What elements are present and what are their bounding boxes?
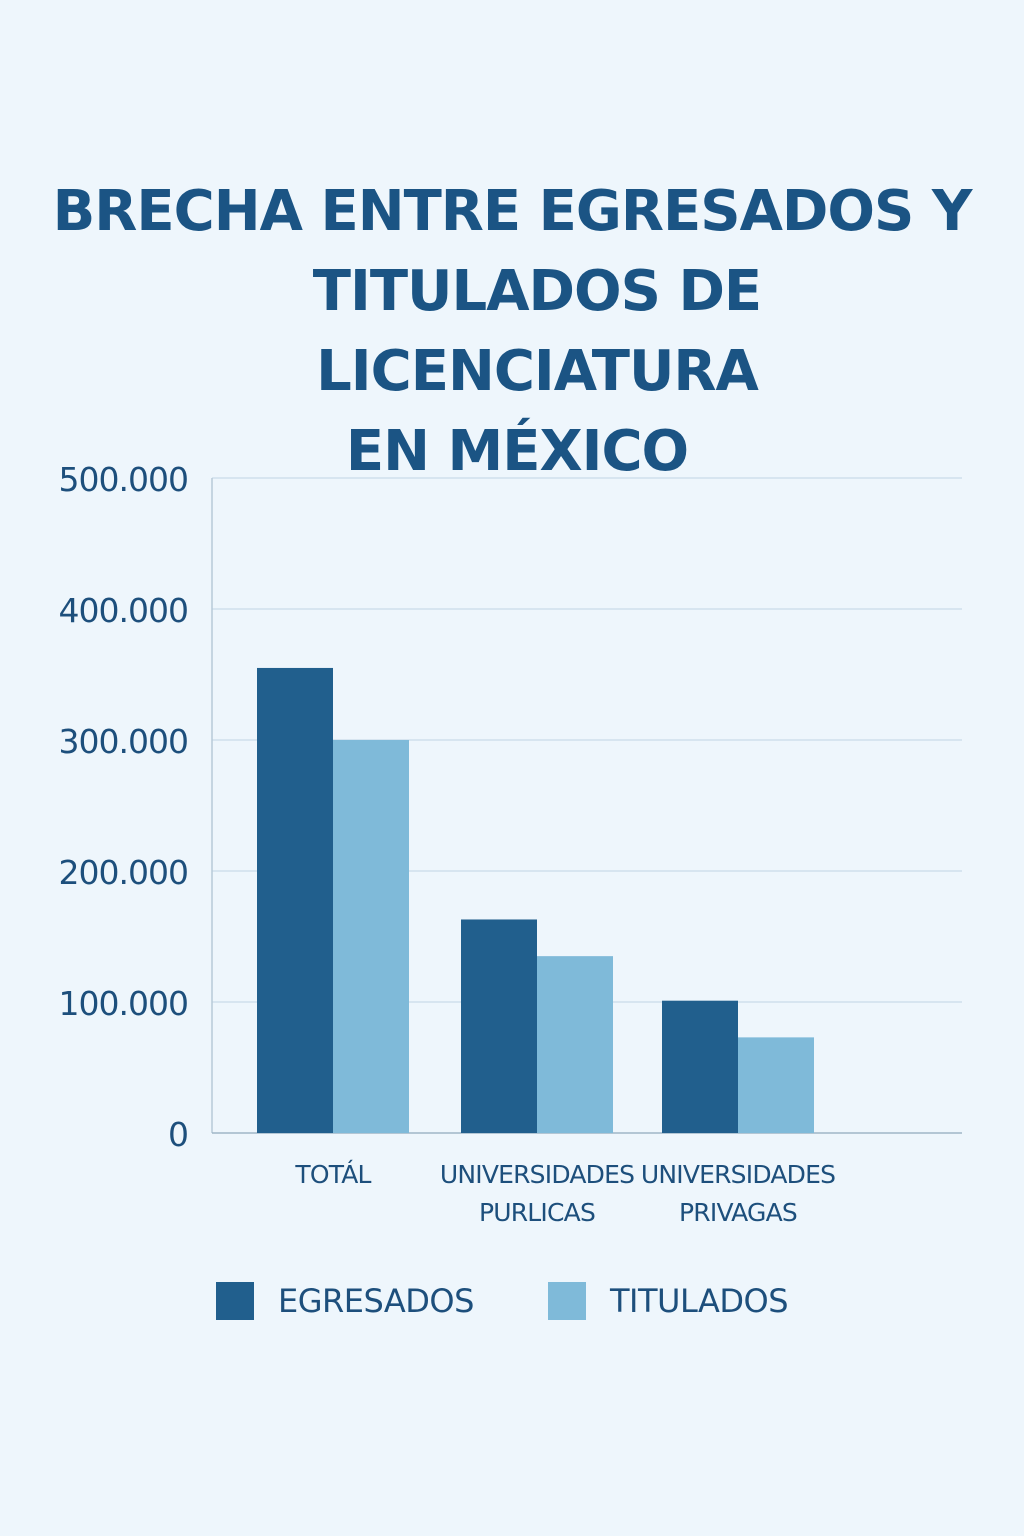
- legend-item-titulados: TITULADOS: [548, 1282, 789, 1320]
- y-tick-label: 300.000: [59, 722, 188, 761]
- bar-titulados: [537, 956, 613, 1133]
- y-tick-label: 200.000: [59, 853, 188, 892]
- x-tick-label: PURLICAS: [479, 1198, 595, 1227]
- bar-egresados: [257, 667, 333, 1133]
- bar-titulados: [738, 1037, 814, 1133]
- x-tick-label: PRIVAGAS: [679, 1198, 797, 1227]
- bar-titulados: [333, 740, 409, 1133]
- chart-title-line-1: BRECHA ENTRE EGRESADOS Y: [52, 179, 973, 244]
- y-tick-label: 500.000: [59, 460, 188, 499]
- legend-swatch-titulados: [548, 1282, 586, 1320]
- x-tick-label: UNIVERSIDADES: [440, 1160, 634, 1189]
- y-tick-label: 400.000: [59, 591, 188, 630]
- x-tick-label: TOTÁL: [294, 1160, 371, 1189]
- y-tick-label: 0: [168, 1115, 188, 1154]
- legend-swatch-egresados: [216, 1282, 254, 1320]
- bar-egresados: [461, 919, 537, 1133]
- bar-egresados: [662, 1000, 738, 1133]
- chart-title: BRECHA ENTRE EGRESADOS Y TITULADOS DE LI…: [40, 172, 984, 492]
- chart-title-line-2: TITULADOS DE LICENCIATURA: [312, 259, 762, 404]
- chart-title-line-3: EN MÉXICO: [345, 419, 689, 484]
- x-tick-label: UNIVERSIDADES: [641, 1160, 835, 1189]
- legend-item-egresados: EGRESADOS: [216, 1282, 474, 1320]
- legend-label-egresados: EGRESADOS: [278, 1282, 474, 1320]
- y-tick-label: 100.000: [59, 984, 188, 1023]
- legend-label-titulados: TITULADOS: [610, 1282, 789, 1320]
